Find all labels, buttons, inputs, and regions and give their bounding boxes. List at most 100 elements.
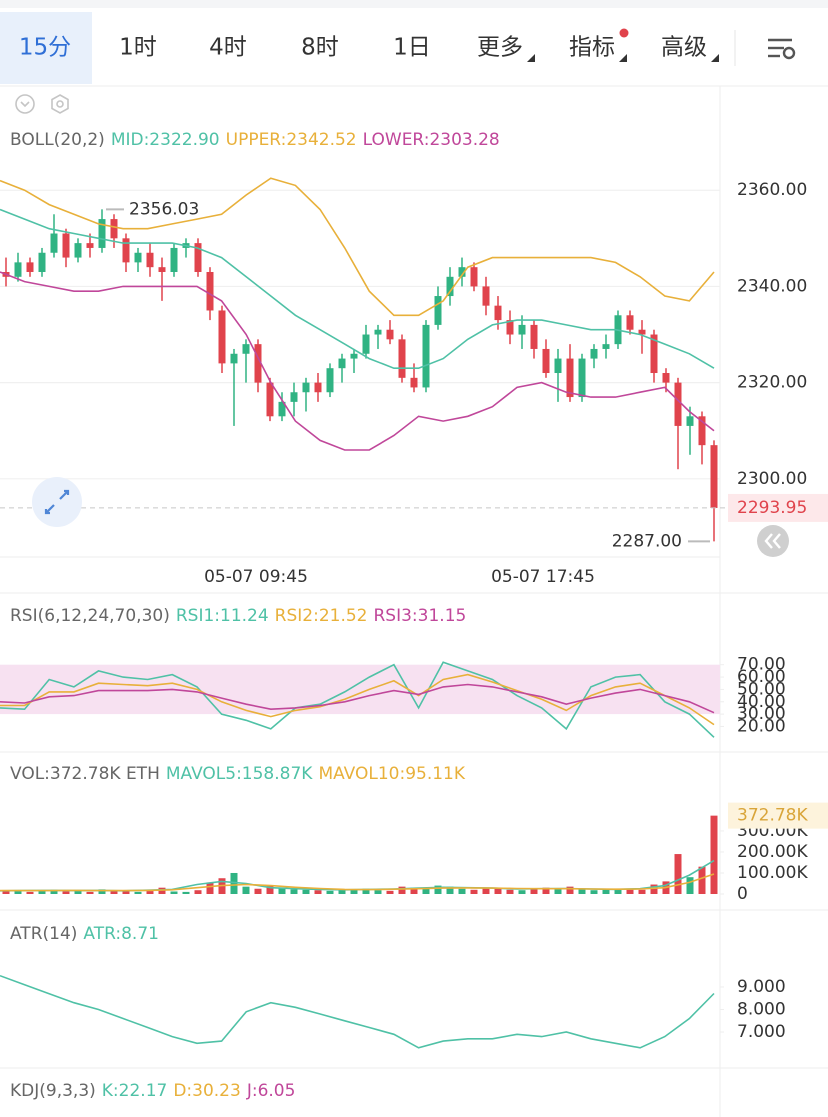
candle-body (170, 247, 178, 272)
candle-body (38, 252, 46, 272)
volume-bar (350, 889, 358, 894)
candle-body (50, 233, 58, 253)
candle-body (302, 382, 310, 393)
tab-label: 更多 (477, 35, 523, 61)
volume-bar (674, 854, 682, 894)
volume-bar (242, 886, 250, 894)
legend-item: LOWER:2303.28 (363, 130, 500, 150)
candle-body (542, 348, 550, 374)
volume-bar (14, 891, 22, 894)
y-tick-label: 7.000 (737, 1022, 786, 1042)
tab-dot (619, 28, 629, 38)
tab-menu-arrow (527, 54, 535, 62)
y-tick-label: 30.00 (737, 704, 786, 724)
vol-last-bg (728, 802, 828, 829)
y-tick-label: 9.000 (737, 977, 786, 997)
y-tick-label: 8.000 (737, 1000, 786, 1020)
tab-label: 1时 (119, 35, 157, 61)
tab[interactable]: 更多 (477, 35, 535, 63)
tab[interactable]: 15分 (0, 12, 92, 84)
y-tick-label: 60.00 (737, 667, 786, 687)
volume-bar (278, 887, 286, 894)
volume-bar (482, 887, 490, 894)
scroll-latest-button[interactable] (757, 525, 789, 557)
status-strip (0, 0, 828, 8)
tab[interactable]: 指标 (569, 28, 629, 63)
volume-bar (254, 888, 262, 894)
volume-bar (2, 890, 10, 894)
candle-body (218, 310, 226, 364)
tab[interactable]: 4时 (209, 35, 247, 61)
candle-body (686, 416, 694, 426)
volume-bar (86, 891, 94, 894)
tab[interactable]: 1日 (393, 35, 431, 61)
volume-bar (170, 891, 178, 894)
tab[interactable]: 8时 (301, 35, 339, 61)
candle-body (350, 353, 358, 359)
legend: KDJ(9,3,3) K:22.17 D:30.23 J:6.05 (10, 1081, 295, 1101)
volume-bar (710, 815, 718, 894)
candle-body (206, 271, 214, 311)
volume-bar (518, 890, 526, 894)
volume-bar (338, 889, 346, 894)
rsi-band (0, 664, 720, 715)
candle-body (710, 445, 718, 508)
volume-bar (62, 891, 70, 894)
candle-body (14, 262, 22, 277)
y-tick-label: 2340.00 (737, 276, 807, 296)
volume-bar (410, 887, 418, 894)
candle-body (518, 324, 526, 335)
indicator-line (0, 177, 715, 317)
y-tick-label: 50.00 (737, 679, 786, 699)
tab[interactable]: 高级 (661, 35, 719, 63)
candle-body (98, 219, 106, 248)
candle-body (506, 320, 514, 335)
volume-bar (434, 885, 442, 894)
legend: VOL:372.78K ETH MAVOL5:158.87K MAVOL10:95.… (10, 764, 466, 784)
tab[interactable]: 1时 (119, 35, 157, 61)
indicator-line (0, 974, 715, 1049)
volume-bar (398, 886, 406, 894)
tab-label: 指标 (569, 35, 615, 61)
indicator-line (0, 683, 715, 714)
volume-bar (74, 891, 82, 894)
indicator-line (0, 208, 715, 370)
legend-item: ATR:8.71 (83, 924, 159, 944)
volume-bar (230, 872, 238, 894)
candle-body (530, 324, 538, 349)
volume-bar (362, 888, 370, 894)
chart-tools[interactable] (15, 94, 69, 114)
last-price-bg (728, 493, 828, 522)
content: 15分 1时 4时 8时 1日 更多 指标 高级 BOLL(20,2) MID:2322.90 UP… (0, 12, 828, 1101)
tab-label: 15分 (19, 35, 71, 61)
legend-item: RSI3:31.15 (374, 606, 467, 626)
volume-bar (602, 889, 610, 894)
candle-body (650, 334, 658, 374)
candle-body (638, 329, 646, 335)
candle-body (446, 276, 454, 297)
candle-body (602, 344, 610, 349)
volume-bar (302, 889, 310, 894)
volume-bar (98, 889, 106, 894)
expand-button[interactable] (32, 477, 82, 527)
volume-bar (146, 891, 154, 894)
legend-item: VOL:372.78K ETH (10, 764, 160, 784)
tab-menu-arrow (711, 54, 719, 62)
candle-body (146, 252, 154, 268)
candle-body (26, 262, 34, 272)
candle-body (278, 401, 286, 417)
legend-item: MAVOL5:158.87K (166, 764, 313, 784)
tab-active-bg (0, 12, 92, 84)
settings-icon[interactable] (768, 38, 796, 60)
volume-bar (386, 890, 394, 894)
legend: RSI(6,12,24,70,30) RSI1:11.24 RSI2:21.52 RS… (10, 606, 466, 626)
volume-bar (530, 888, 538, 894)
legend: ATR(14) ATR:8.71 (10, 924, 159, 944)
candle-body (578, 358, 586, 398)
indicator-line (0, 673, 715, 726)
candle-body (494, 305, 502, 321)
volume-bar (638, 889, 646, 894)
candle-body (422, 324, 430, 388)
legend-item: ATR(14) (10, 924, 77, 944)
